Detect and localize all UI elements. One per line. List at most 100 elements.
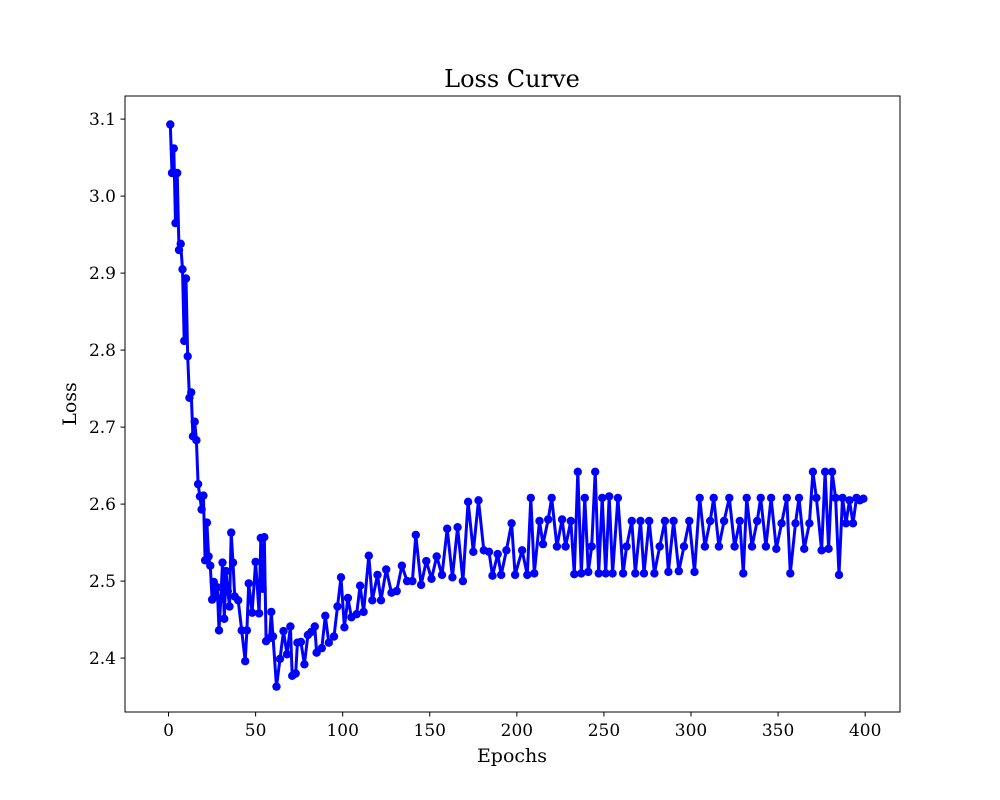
data-point (747, 542, 757, 551)
data-point (300, 660, 309, 669)
data-point (719, 516, 729, 526)
data-point (601, 569, 610, 578)
data-point (679, 542, 689, 551)
data-point (756, 493, 765, 503)
data-point (695, 493, 704, 503)
data-point (355, 581, 365, 590)
data-point (502, 546, 511, 555)
data-point (557, 515, 567, 524)
data-point (206, 561, 215, 570)
data-point (286, 622, 295, 631)
plot-frame (124, 95, 901, 713)
data-point (791, 519, 800, 528)
data-point (176, 239, 185, 248)
data-point (538, 539, 548, 549)
data-point (660, 516, 670, 526)
data-point (411, 530, 420, 540)
data-point (218, 558, 227, 567)
data-point (376, 596, 386, 605)
data-point (526, 493, 535, 503)
data-point (202, 518, 212, 527)
data-point (841, 519, 851, 528)
data-point (178, 265, 187, 274)
data-point (573, 467, 582, 476)
data-point (735, 516, 744, 526)
data-point (761, 542, 771, 551)
data-point (859, 494, 868, 503)
data-point (397, 561, 407, 570)
data-point (766, 493, 776, 503)
data-point (552, 542, 562, 551)
data-point (267, 607, 276, 617)
y-tick-label: 2.7 (89, 418, 116, 438)
data-point (469, 547, 478, 556)
data-point (192, 436, 201, 445)
data-point (805, 519, 814, 528)
data-point (598, 493, 607, 503)
data-point (272, 682, 281, 691)
data-point (817, 546, 826, 555)
data-point (190, 417, 199, 426)
data-point (824, 544, 833, 553)
data-point (213, 583, 222, 592)
data-point (608, 569, 617, 578)
data-point (343, 593, 353, 603)
data-point (321, 611, 330, 620)
data-point (631, 569, 640, 578)
data-point (364, 551, 373, 560)
data-point (244, 579, 253, 588)
data-point (497, 570, 506, 580)
data-point (216, 594, 225, 603)
data-point (580, 493, 589, 503)
data-point (234, 596, 243, 605)
data-point (181, 274, 191, 283)
data-point (561, 542, 570, 551)
chart-title: Loss Curve (444, 65, 580, 93)
data-point (742, 493, 751, 503)
data-point (242, 626, 252, 635)
y-tick-label: 3.1 (89, 110, 116, 130)
data-point (618, 569, 628, 578)
data-point (260, 533, 269, 542)
data-point (171, 218, 180, 228)
data-point (674, 566, 683, 576)
data-point (382, 565, 391, 574)
data-point (437, 570, 447, 580)
data-point (808, 467, 818, 476)
y-tick-label: 2.6 (89, 495, 116, 515)
data-point (777, 519, 786, 528)
data-point (655, 542, 664, 551)
data-point (368, 596, 377, 605)
data-point (714, 542, 724, 551)
data-point (187, 388, 196, 397)
data-point (453, 523, 462, 532)
data-point (627, 516, 636, 526)
data-point (474, 496, 483, 505)
data-point (685, 516, 694, 526)
data-point (373, 570, 382, 580)
data-point (432, 552, 441, 561)
data-point (223, 586, 232, 596)
data-point (730, 542, 739, 551)
data-point (794, 493, 804, 503)
data-point (544, 515, 553, 524)
data-point (566, 516, 575, 526)
data-point (225, 602, 234, 611)
data-point (484, 547, 494, 556)
data-point (251, 557, 260, 567)
data-point (214, 626, 224, 635)
data-point (199, 491, 208, 500)
data-point (310, 622, 319, 631)
data-point (336, 573, 346, 582)
data-point (650, 569, 659, 578)
data-point (706, 516, 715, 526)
data-point (275, 654, 285, 664)
data-point (324, 638, 333, 647)
data-point (530, 569, 539, 578)
data-point (639, 569, 649, 578)
data-point (645, 516, 654, 526)
data-point (772, 544, 781, 553)
data-point (587, 542, 596, 551)
data-point (392, 586, 401, 596)
